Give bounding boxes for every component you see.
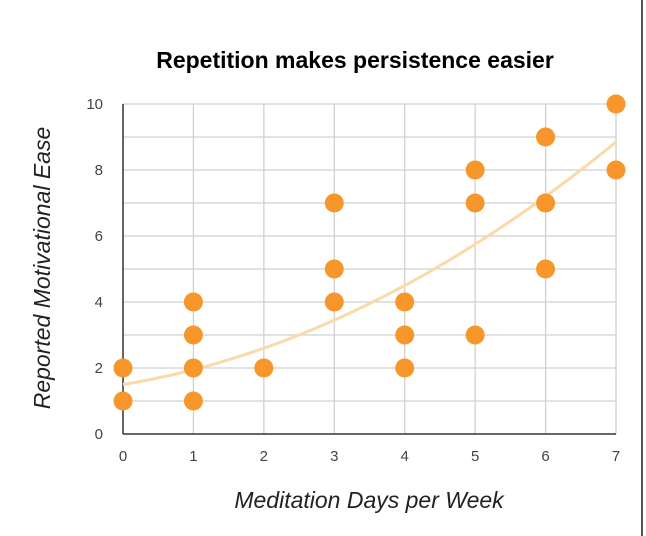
data-points [113, 94, 626, 411]
y-tick-label: 4 [95, 294, 103, 311]
x-tick-label: 6 [541, 448, 549, 465]
data-point [395, 292, 415, 312]
axes [122, 104, 616, 435]
data-point [465, 160, 485, 180]
y-axis-label: Reported Motivational Ease [29, 127, 55, 410]
y-tick-label: 10 [86, 96, 103, 113]
y-tick-label: 0 [95, 426, 103, 443]
trendline [122, 140, 617, 386]
x-axis-label: Meditation Days per Week [234, 487, 505, 513]
y-tick-label: 6 [95, 228, 103, 245]
data-point [536, 193, 556, 213]
trendline-layer [122, 140, 617, 386]
y-tick-label: 2 [95, 360, 103, 377]
x-tick-label: 0 [119, 448, 127, 465]
data-point [465, 325, 485, 345]
data-point [324, 193, 344, 213]
data-point [113, 358, 133, 378]
data-point [465, 193, 485, 213]
x-tick-label: 7 [612, 448, 620, 465]
data-point [183, 358, 203, 378]
tick-labels: 0 1 2 3 4 5 6 7 0 2 4 6 8 10 [86, 96, 620, 465]
x-tick-label: 5 [471, 448, 479, 465]
x-tick-label: 3 [330, 448, 338, 465]
x-tick-label: 1 [189, 448, 197, 465]
data-point [324, 259, 344, 279]
y-tick-label: 8 [95, 162, 103, 179]
chart-title: Repetition makes persistence easier [156, 47, 554, 73]
data-point [536, 259, 556, 279]
data-point [536, 127, 556, 147]
x-tick-label: 4 [401, 448, 409, 465]
data-point [606, 160, 626, 180]
data-point [183, 391, 203, 411]
data-point [254, 358, 274, 378]
data-point [395, 325, 415, 345]
data-point [606, 94, 626, 114]
data-point [183, 325, 203, 345]
data-point [183, 292, 203, 312]
data-point [113, 391, 133, 411]
data-point [324, 292, 344, 312]
grid [123, 103, 617, 434]
x-tick-label: 2 [260, 448, 268, 465]
data-point [395, 358, 415, 378]
